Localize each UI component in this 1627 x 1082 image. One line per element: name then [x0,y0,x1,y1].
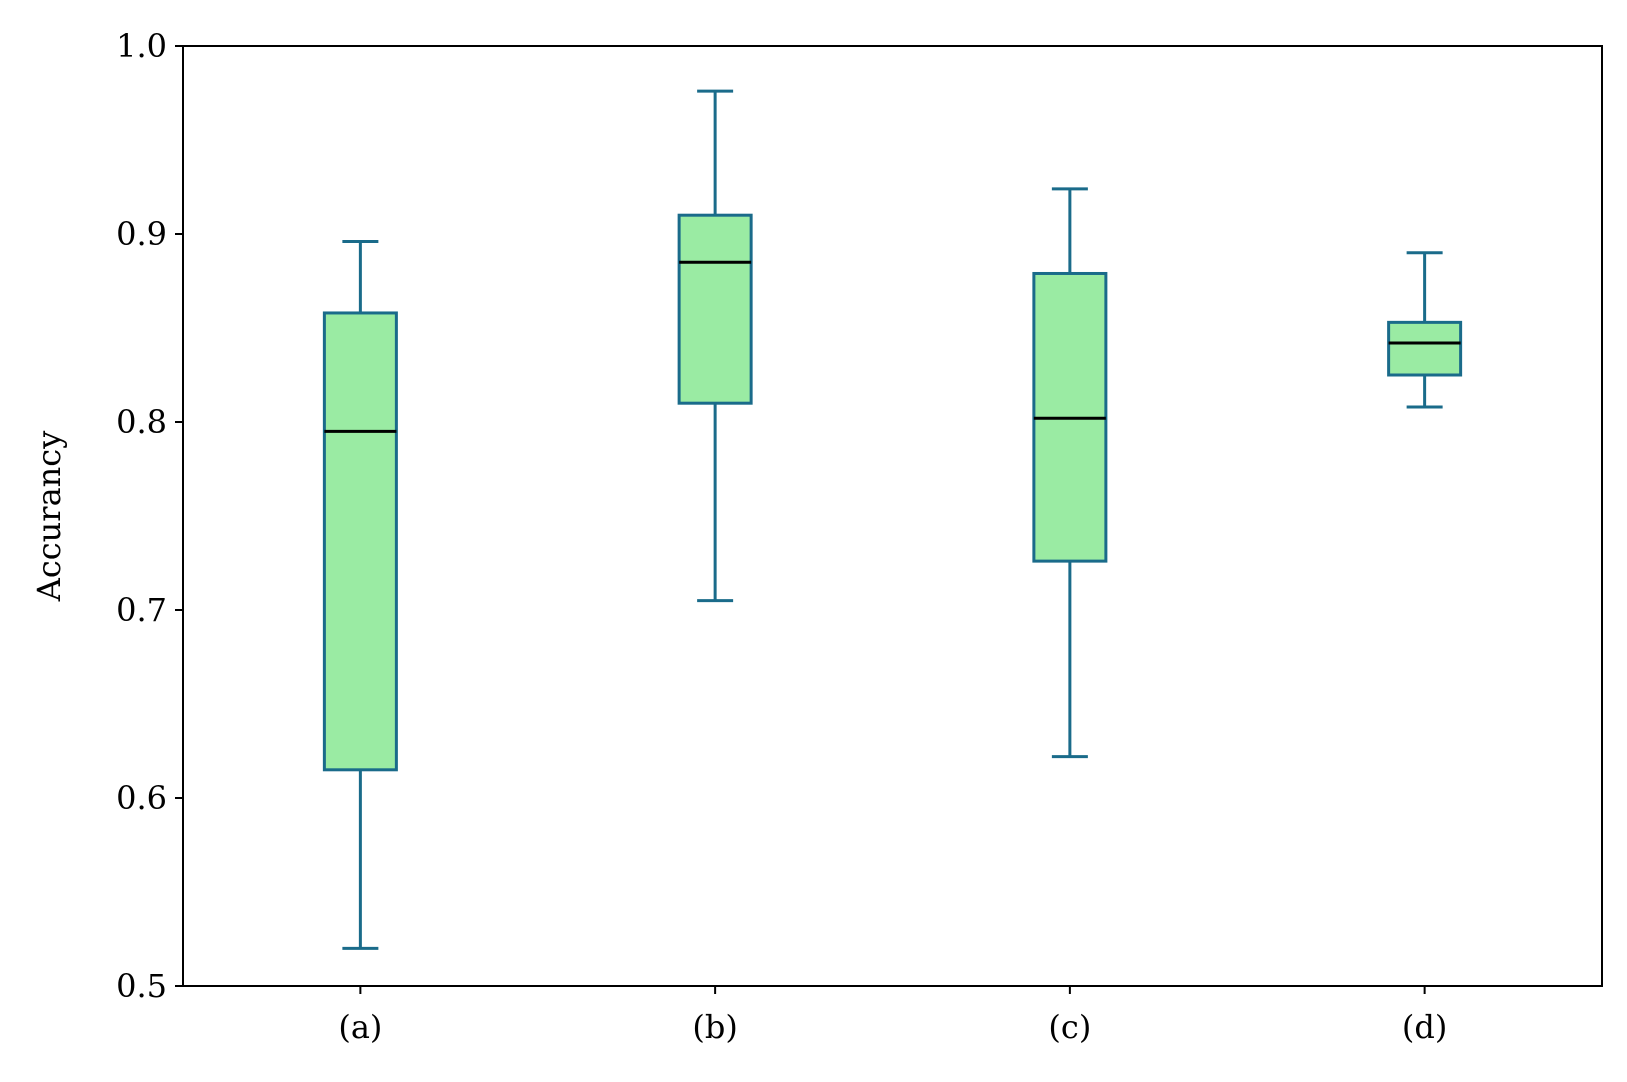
y-tick-label: 0.5 [116,967,167,1005]
box-1 [322,240,398,950]
x-tick-label: (d) [1402,1008,1447,1046]
box-body [677,213,753,405]
box-body [322,311,398,772]
y-tick-label: 1.0 [116,27,167,65]
plot-area [322,89,1463,950]
y-tick-label: 0.6 [116,779,167,817]
y-axis: 0.5 0.6 0.7 0.8 0.9 1.0 [116,27,183,1005]
box-2 [677,89,753,603]
y-axis-label: Accurancy [30,431,68,603]
box-4 [1387,251,1463,409]
box-body [1387,320,1463,377]
x-tick-label: (c) [1048,1008,1091,1046]
y-tick-label: 0.9 [116,215,167,253]
y-tick-label: 0.8 [116,403,167,441]
x-tick-label: (b) [692,1008,737,1046]
x-axis: (a) (b) (c) (d) [338,986,1447,1046]
axes-frame [182,45,1603,987]
box-3 [1032,187,1108,759]
x-tick-label: (a) [338,1008,382,1046]
y-tick-label: 0.7 [116,591,167,629]
